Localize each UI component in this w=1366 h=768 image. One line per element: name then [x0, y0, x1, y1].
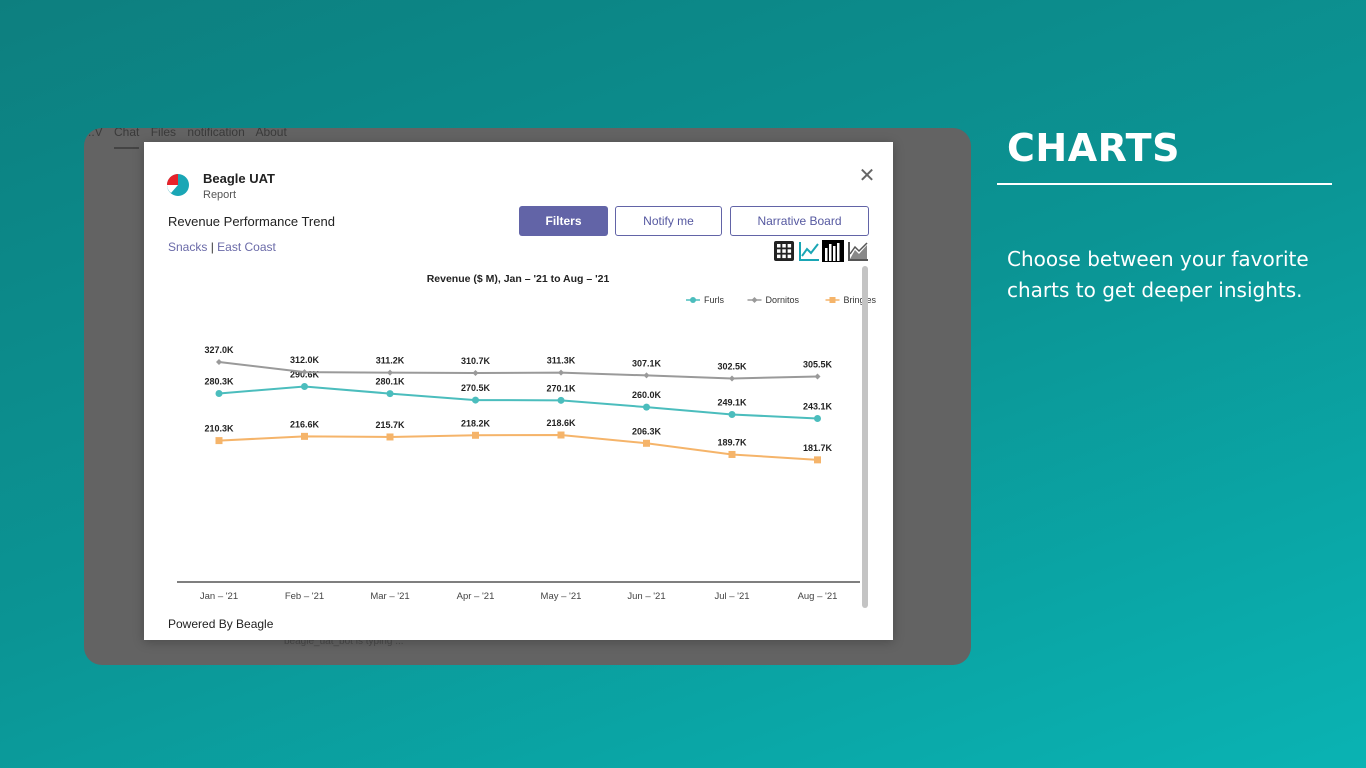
app-subtitle: Report	[203, 189, 237, 201]
data-point[interactable]	[814, 373, 821, 380]
data-point[interactable]	[301, 432, 308, 440]
data-label: 189.7K	[717, 437, 747, 447]
background-tab: ..V	[88, 128, 103, 139]
breadcrumb-east-coast[interactable]: East Coast	[217, 240, 276, 254]
side-title: CHARTS	[1007, 126, 1180, 170]
series-line-dornitos	[218, 361, 818, 380]
data-label: 302.5K	[717, 362, 747, 372]
report-title: Revenue Performance Trend	[168, 214, 335, 229]
x-tick-label: Feb – '21	[285, 591, 324, 602]
data-point[interactable]	[301, 369, 308, 376]
data-label: 327.0K	[204, 345, 234, 355]
data-label: 280.1K	[375, 377, 405, 387]
narrative-board-button[interactable]: Narrative Board	[730, 206, 869, 236]
bar-chart-icon[interactable]	[822, 240, 844, 262]
legend-label: Bringles	[844, 295, 877, 305]
data-point[interactable]	[472, 431, 479, 439]
app-name: Beagle UAT	[203, 171, 275, 186]
breadcrumb: Snacks | East Coast	[168, 240, 276, 254]
data-point[interactable]	[301, 383, 308, 391]
legend-marker	[690, 297, 696, 303]
data-point[interactable]	[557, 396, 565, 404]
background-tab-files: Files	[150, 128, 177, 139]
x-tick-label: May – '21	[541, 591, 582, 602]
filters-button[interactable]: Filters	[519, 206, 608, 236]
breadcrumb-snacks[interactable]: Snacks	[168, 240, 208, 254]
notify-me-button[interactable]: Notify me	[615, 206, 722, 236]
background-tabs: ..V Chat Files notification About	[88, 128, 295, 149]
report-modal: Beagle UAT Report ✕ Revenue Performance …	[144, 142, 893, 640]
chart-view-switcher	[773, 240, 869, 264]
typing-indicator: beagle_uat_bot is typing ...	[284, 636, 404, 647]
background-tab-notification: notification	[187, 128, 245, 139]
data-label: 312.0K	[290, 355, 320, 365]
legend-label: Furls	[704, 295, 724, 305]
data-point[interactable]	[386, 390, 394, 398]
series-line-furls	[218, 385, 818, 420]
data-point[interactable]	[215, 437, 223, 445]
data-point[interactable]	[386, 433, 394, 441]
data-label: 218.2K	[461, 418, 491, 428]
data-label: 243.1K	[803, 402, 833, 412]
data-label: 218.6K	[546, 418, 576, 428]
data-point[interactable]	[814, 415, 821, 423]
x-tick-label: Aug – '21	[798, 591, 838, 602]
data-point[interactable]	[472, 369, 479, 376]
data-label: 249.1K	[717, 397, 747, 407]
data-point[interactable]	[728, 450, 736, 458]
data-point[interactable]	[387, 369, 393, 376]
legend-marker	[829, 297, 836, 303]
chart-title: Revenue ($ M), Jan – '21 to Aug – '21	[427, 273, 610, 285]
data-point[interactable]	[643, 403, 650, 411]
data-point[interactable]	[216, 359, 222, 366]
x-tick-label: Apr – '21	[457, 591, 495, 602]
data-label: 270.1K	[546, 383, 576, 393]
data-point[interactable]	[557, 431, 565, 439]
side-description: Choose between your favorite charts to g…	[1007, 247, 1309, 302]
table-icon[interactable]	[773, 240, 795, 262]
data-label: 181.7K	[803, 443, 833, 453]
x-tick-label: Jun – '21	[627, 591, 665, 602]
x-tick-label: Jul – '21	[714, 591, 749, 602]
data-label: 216.6K	[290, 419, 320, 429]
side-divider	[997, 183, 1332, 185]
scrollbar[interactable]	[862, 266, 868, 608]
revenue-line-chart: Revenue ($ M), Jan – '21 to Aug – '21 Fur…	[177, 273, 877, 602]
data-label: 310.7K	[461, 356, 491, 366]
breadcrumb-separator: |	[210, 240, 214, 254]
background-tab-chat: Chat	[114, 128, 140, 149]
data-label: 311.2K	[376, 356, 405, 366]
area-chart-icon[interactable]	[847, 240, 869, 262]
legend-marker	[751, 297, 758, 303]
data-label: 215.7K	[375, 420, 405, 430]
data-point[interactable]	[728, 410, 736, 418]
data-label: 270.5K	[461, 383, 491, 393]
series-line-bringles	[218, 434, 818, 461]
data-point[interactable]	[472, 396, 479, 404]
beagle-logo-icon	[167, 174, 189, 196]
data-label: 210.3K	[204, 424, 234, 434]
data-point[interactable]	[729, 375, 735, 382]
x-tick-label: Mar – '21	[370, 591, 409, 602]
legend-label: Dornitos	[766, 295, 800, 305]
data-label: 206.3K	[632, 426, 662, 436]
line-chart-icon[interactable]	[798, 240, 820, 262]
data-point[interactable]	[558, 369, 564, 376]
background-tab-about: About	[255, 128, 287, 139]
data-point[interactable]	[643, 372, 650, 379]
data-label: 307.1K	[632, 358, 662, 368]
data-label: 311.3K	[547, 356, 576, 366]
data-point[interactable]	[215, 389, 223, 397]
x-tick-label: Jan – '21	[200, 591, 238, 602]
close-icon[interactable]: ✕	[858, 165, 876, 187]
data-label: 260.0K	[632, 390, 662, 400]
data-point[interactable]	[814, 456, 821, 464]
data-label: 305.5K	[803, 359, 833, 369]
data-point[interactable]	[643, 439, 650, 447]
powered-by-footer: Powered By Beagle	[168, 617, 274, 631]
data-label: 280.3K	[204, 376, 234, 386]
